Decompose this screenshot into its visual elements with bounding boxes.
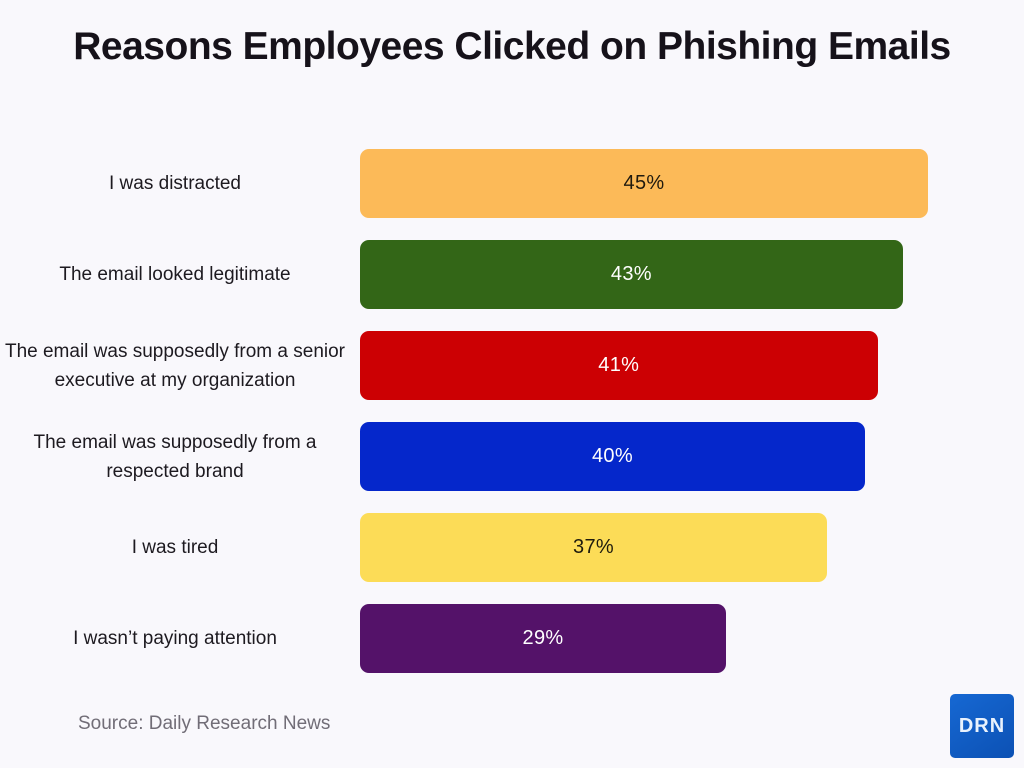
value-label: 29% [522, 627, 564, 649]
chart-row: I was tired 37% [0, 513, 1024, 582]
category-label: I was distracted [109, 173, 241, 194]
value-label: 40% [591, 445, 633, 467]
chart-row: The email was supposedly from a senior e… [0, 331, 1024, 400]
drn-logo-text: DRN [958, 714, 1006, 737]
value-label: 43% [610, 263, 652, 285]
bar: 41% [360, 331, 878, 400]
bar-chart: I was distracted 45% The email looked le… [0, 149, 1024, 695]
chart-row: I wasn’t paying attention 29% [0, 604, 1024, 673]
chart-row: The email looked legitimate 43% [0, 240, 1024, 309]
bar: 45% [360, 149, 928, 218]
drn-logo: DRN [950, 694, 1014, 758]
source-caption: Source: Daily Research News [78, 713, 331, 734]
category-label: The email looked legitimate [59, 264, 291, 285]
category-label: I was tired [131, 537, 219, 558]
bar-track: 40% [360, 422, 1024, 491]
value-label: 37% [573, 536, 614, 558]
category-label: The email was supposedly from a respecte… [33, 431, 317, 482]
bar-track: 45% [360, 149, 1024, 218]
bar-track: 37% [360, 513, 1024, 582]
bar: 29% [360, 604, 727, 673]
bar: 43% [360, 240, 903, 309]
bar: 40% [360, 422, 865, 491]
value-label: 45% [623, 172, 665, 194]
chart-row: The email was supposedly from a respecte… [0, 422, 1024, 491]
bar-track: 41% [360, 331, 1024, 400]
category-label: The email was supposedly from a senior e… [4, 340, 346, 391]
bar: 37% [360, 513, 828, 582]
chart-row: I was distracted 45% [0, 149, 1024, 218]
bar-chart-rows: I was distracted 45% The email looked le… [0, 149, 1024, 673]
category-label: I wasn’t paying attention [73, 628, 277, 649]
bar-track: 29% [360, 604, 1024, 673]
chart-title: Reasons Employees Clicked on Phishing Em… [73, 25, 951, 68]
value-label: 41% [598, 354, 640, 376]
bar-track: 43% [360, 240, 1024, 309]
